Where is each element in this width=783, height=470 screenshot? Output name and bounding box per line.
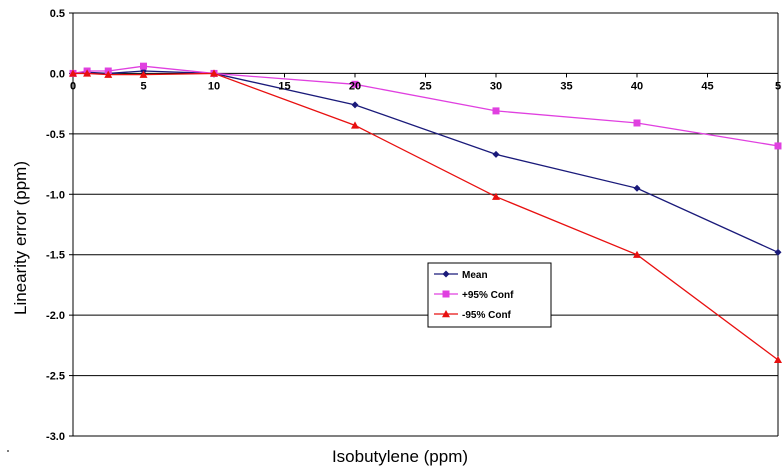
data-point-95-conf	[83, 69, 92, 77]
y-tick-label: -3.0	[46, 431, 65, 443]
legend-marker-95-conf	[442, 310, 450, 318]
data-point-95-conf	[633, 250, 641, 258]
x-tick-label: 30	[490, 80, 502, 92]
x-tick-label: 10	[208, 80, 220, 92]
tick-labels: 0.5 0.0 -0.5 -1.0 -1.5 -2.0 -2.5 -3.0 0 5 10 15 20 25…	[46, 8, 781, 443]
legend-label-95-conf: -95% Conf	[462, 310, 512, 321]
x-tick-label: 20	[349, 80, 361, 92]
x-tick-label: 5	[140, 80, 146, 92]
y-tick-label: 0.0	[50, 68, 65, 80]
data-point-95-conf	[69, 69, 77, 77]
data-point-95-conf	[774, 142, 782, 150]
data-point-95-conf	[633, 119, 641, 127]
series-lines	[69, 62, 782, 364]
x-tick-label: 45	[701, 80, 713, 92]
series-line-95-conf	[73, 72, 779, 361]
data-point-95-conf	[351, 121, 359, 129]
data-point-95-conf	[210, 69, 218, 77]
data-point-95-conf	[492, 107, 500, 115]
x-axis-title: Isobutylene (ppm)	[332, 447, 468, 466]
y-tick-label: -1.0	[46, 189, 65, 201]
legend-marker-mean	[442, 270, 450, 278]
legend-marker-95-conf	[442, 290, 450, 298]
data-point-95-conf	[140, 62, 147, 70]
axes	[69, 12, 779, 437]
x-tick-label: 25	[419, 80, 431, 92]
legend: Mean +95% Conf -95% Conf	[427, 262, 552, 328]
legend-label-mean: Mean	[462, 270, 488, 281]
data-point-95-conf	[139, 70, 148, 78]
y-tick-label: -0.5	[46, 129, 65, 141]
data-point-95-conf	[492, 192, 500, 200]
y-tick-label: -1.5	[46, 250, 65, 262]
data-point-95-conf	[774, 355, 782, 364]
x-tick-label: 0	[70, 80, 76, 92]
data-point-mean	[774, 248, 782, 256]
x-tick-label: 35	[560, 80, 572, 92]
data-point-mean	[351, 101, 359, 109]
x-tick-label: 5	[775, 80, 781, 92]
y-tick-label: -2.0	[46, 310, 65, 322]
x-tick-label: 40	[631, 80, 643, 92]
y-axis-title: Linearity error (ppm)	[11, 161, 30, 315]
y-tick-label: 0.5	[50, 8, 65, 20]
data-point-95-conf	[104, 70, 113, 78]
legend-label-95-conf: +95% Conf	[462, 290, 514, 301]
stray-dot	[7, 450, 9, 452]
data-point-mean	[633, 184, 641, 192]
y-tick-label: -2.5	[46, 371, 65, 383]
x-tick-label: 15	[278, 80, 290, 92]
data-point-mean	[492, 150, 500, 158]
data-point-95-conf	[351, 80, 359, 88]
